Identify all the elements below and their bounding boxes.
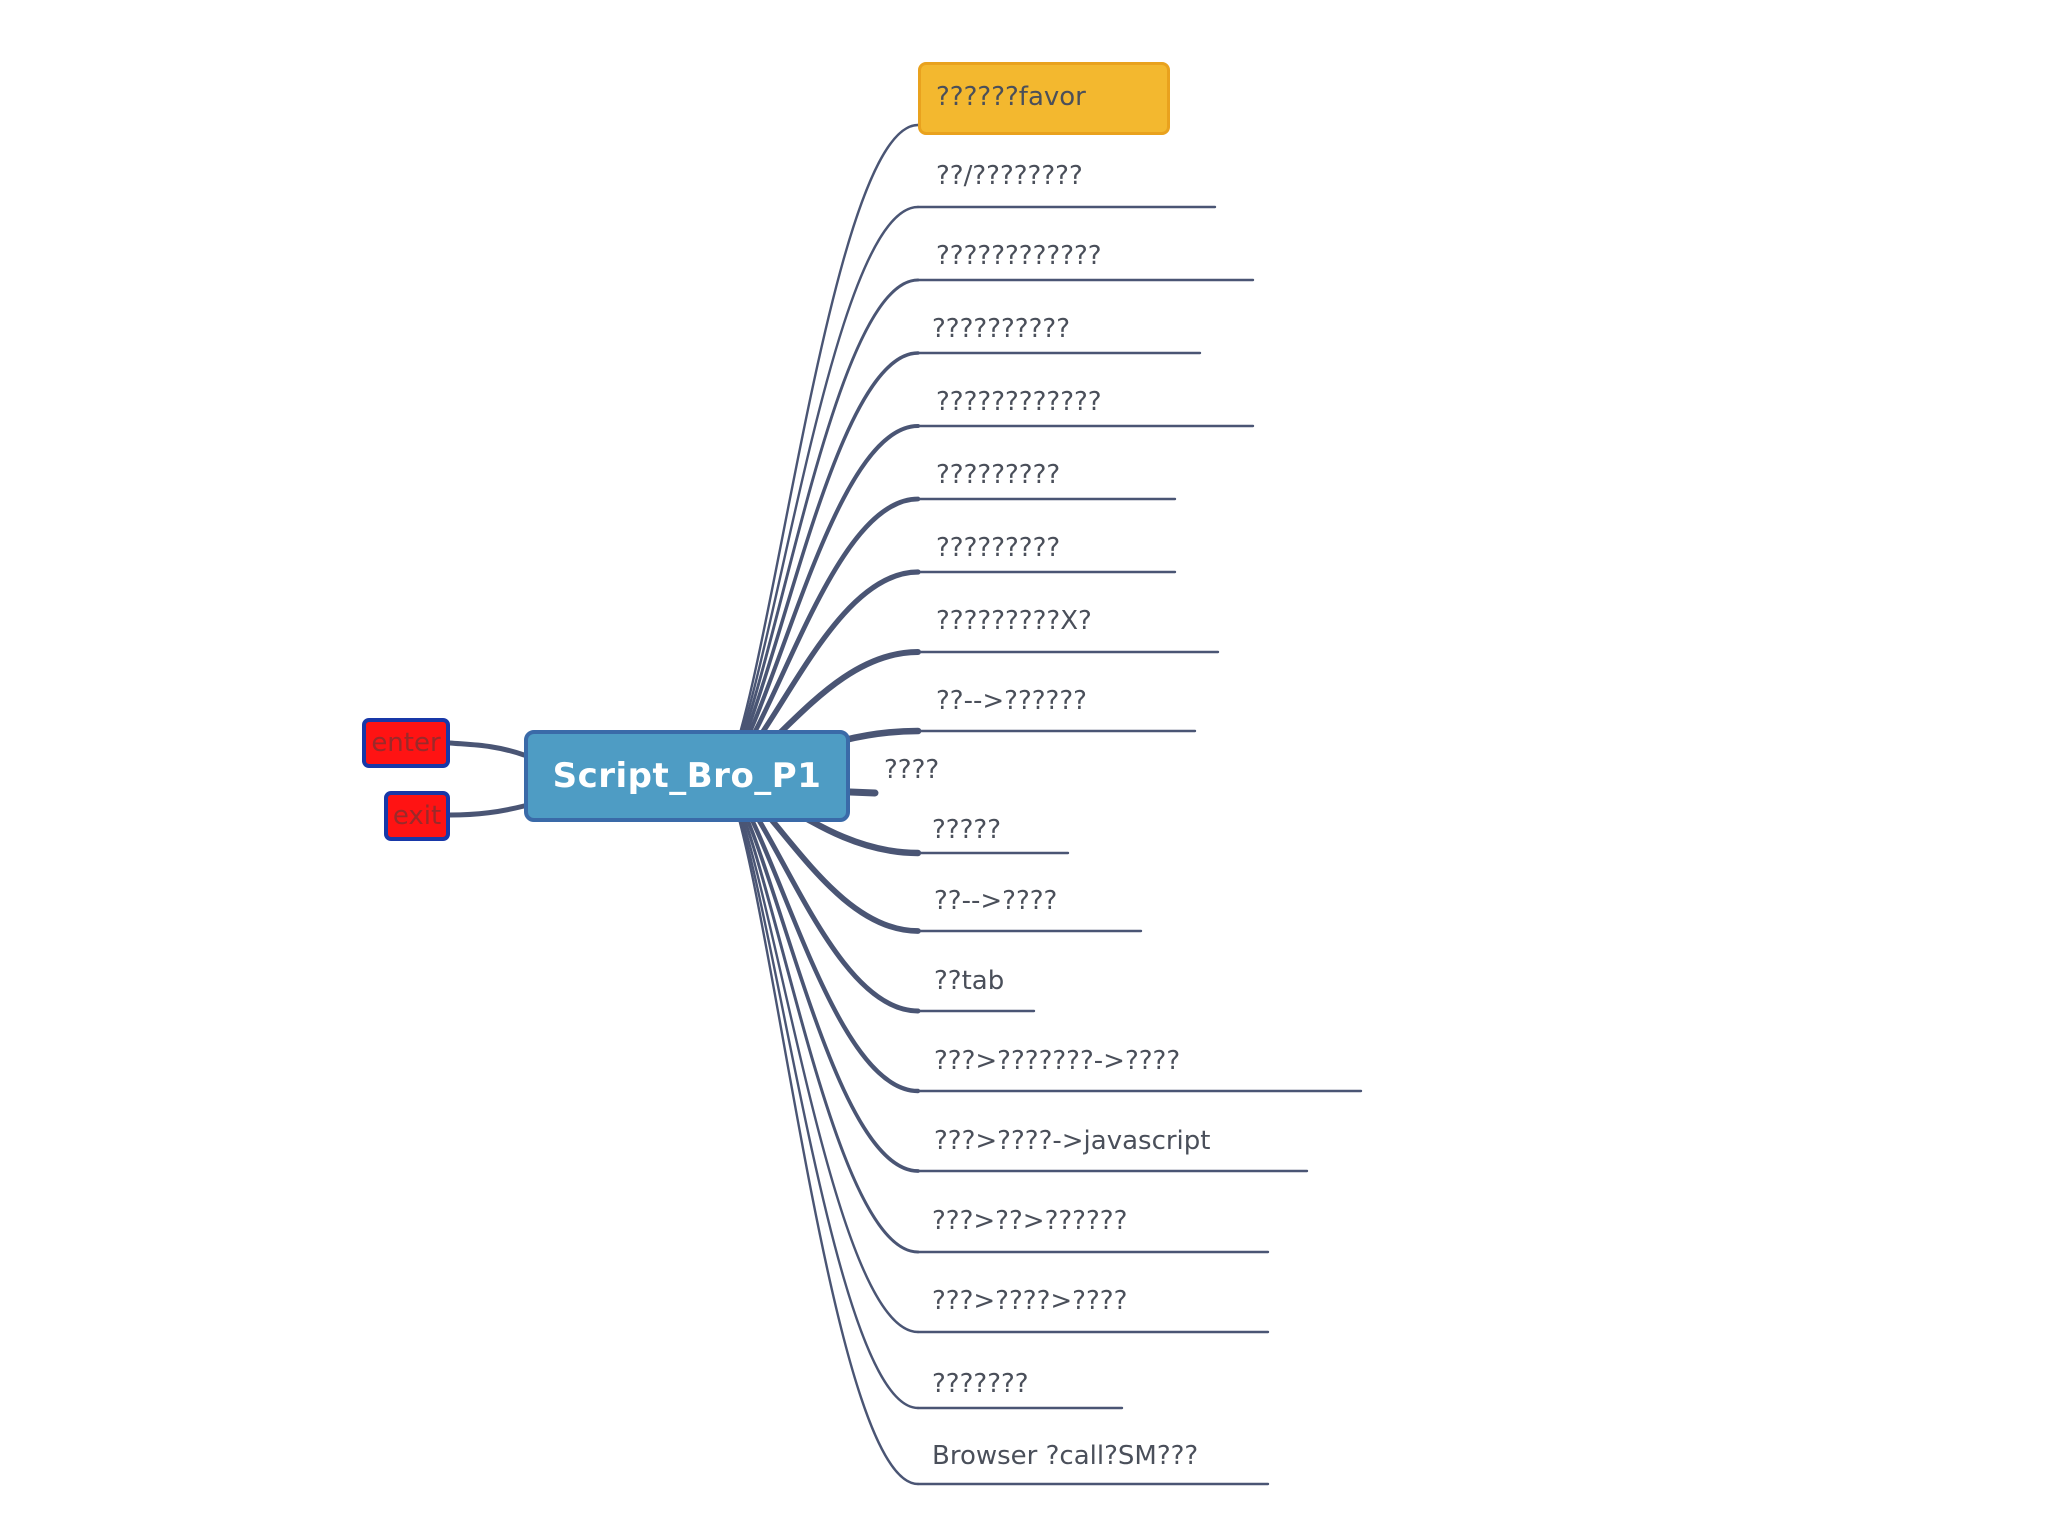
branch-connector (723, 123, 920, 778)
branch-topic[interactable]: ??????? (932, 1369, 1029, 1399)
branch-topic[interactable]: ?????????? (932, 314, 1070, 344)
branch-connector (723, 774, 920, 1486)
branch-topic[interactable]: ??-->???? (934, 886, 1058, 916)
branch-topic[interactable]: ?????????X? (936, 606, 1092, 636)
branch-connector (723, 278, 920, 778)
left-connector-exit (447, 803, 527, 818)
branch-topic-highlighted[interactable]: ??????favor (936, 82, 1086, 112)
branch-connector (846, 788, 879, 797)
branch-topic[interactable]: ????????? (936, 533, 1061, 563)
branch-connector (722, 423, 921, 779)
branch-connector (723, 774, 920, 1254)
branch-topic[interactable]: ???? (884, 755, 940, 785)
left-connector-enter (447, 740, 527, 758)
branch-connector (723, 774, 920, 1410)
branch-connector (723, 774, 920, 1173)
central-topic[interactable]: Script_Bro_P1 (524, 730, 850, 822)
branch-connector (723, 774, 920, 1334)
branch-topic[interactable]: Browser ?call?SM??? (932, 1441, 1199, 1471)
branch-topic[interactable]: ???>????->javascript (934, 1126, 1211, 1156)
left-topic-exit[interactable]: exit (384, 791, 450, 841)
branch-topic[interactable]: ??-->?????? (936, 686, 1087, 716)
branch-topic[interactable]: ???????????? (936, 387, 1102, 417)
highlighted-topic-box[interactable] (918, 62, 1170, 135)
branch-connector (723, 205, 920, 778)
branch-connector (723, 351, 920, 778)
branch-topic[interactable]: ??/???????? (936, 161, 1083, 191)
branch-topic[interactable]: ???>???????->???? (934, 1046, 1181, 1076)
branch-topic[interactable]: ???????????? (936, 241, 1102, 271)
branch-topic[interactable]: ????????? (936, 460, 1061, 490)
branch-topic[interactable]: ????? (932, 815, 1001, 845)
branch-topic[interactable]: ??tab (934, 966, 1005, 996)
branch-topic[interactable]: ???>??>?????? (932, 1206, 1128, 1236)
left-topic-enter[interactable]: enter (362, 718, 450, 768)
branch-topic[interactable]: ???>????>???? (932, 1286, 1128, 1316)
